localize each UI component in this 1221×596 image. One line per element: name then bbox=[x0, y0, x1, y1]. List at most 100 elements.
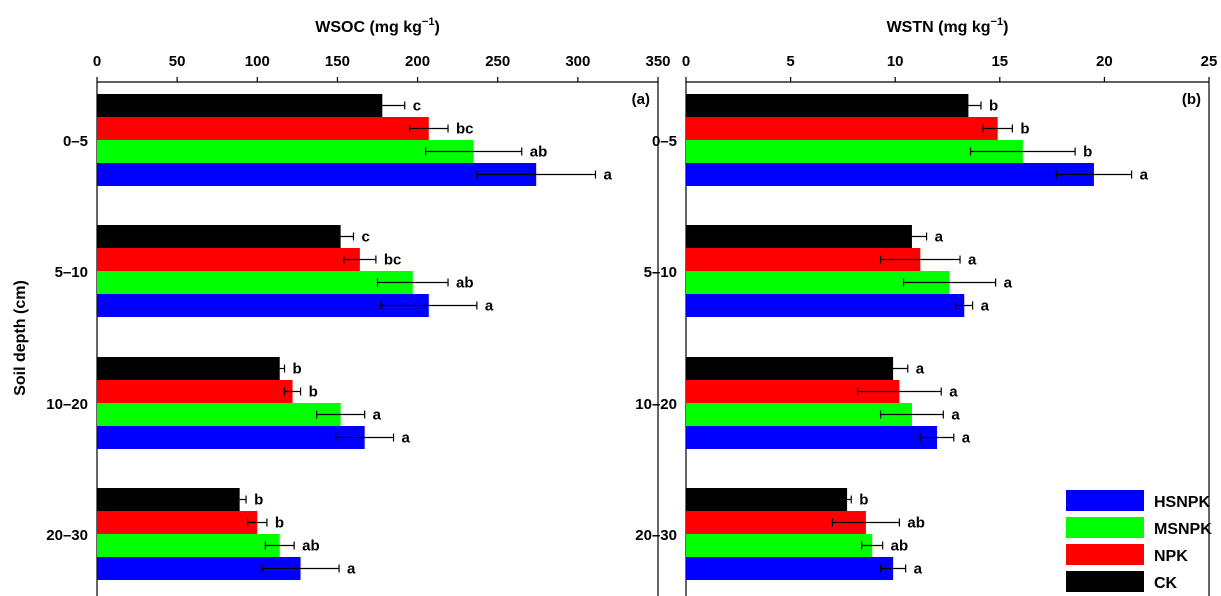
x-axis-title: WSTN (mg kg−1) bbox=[887, 16, 1009, 36]
bar-npk-10-20 bbox=[686, 380, 900, 403]
y-tick-label: 10–20 bbox=[635, 396, 677, 413]
y-tick-label: 0–5 bbox=[63, 133, 88, 150]
significance-label: b bbox=[254, 492, 263, 509]
x-tick-label: 100 bbox=[245, 53, 270, 70]
x-tick-label: 50 bbox=[169, 53, 186, 70]
bar-hsnpk-20-30 bbox=[97, 557, 301, 580]
significance-label: a bbox=[916, 361, 925, 378]
bar-npk-20-30 bbox=[686, 511, 866, 534]
bar-npk-5-10 bbox=[97, 248, 360, 271]
significance-label: a bbox=[373, 407, 382, 424]
x-tick-label: 300 bbox=[565, 53, 590, 70]
y-tick-label: 10–20 bbox=[46, 396, 88, 413]
significance-label: b bbox=[293, 361, 302, 378]
x-tick-label: 0 bbox=[682, 53, 690, 70]
y-tick-label: 20–30 bbox=[46, 527, 88, 544]
bar-ck-10-20 bbox=[686, 357, 894, 380]
bar-hsnpk-5-10 bbox=[97, 294, 429, 317]
bar-msnpk-5-10 bbox=[97, 271, 413, 294]
y-tick-label: 5–10 bbox=[644, 264, 677, 281]
legend-label-msnpk: MSNPK bbox=[1154, 521, 1212, 538]
x-tick-label: 25 bbox=[1201, 53, 1218, 70]
bar-ck-20-30 bbox=[97, 488, 240, 511]
significance-label: ab bbox=[302, 538, 320, 555]
significance-label: a bbox=[1004, 275, 1013, 292]
legend-label-hsnpk: HSNPK bbox=[1154, 494, 1210, 511]
bar-msnpk-0-5 bbox=[686, 140, 1023, 163]
bar-msnpk-0-5 bbox=[97, 140, 474, 163]
y-tick-label: 5–10 bbox=[55, 264, 88, 281]
significance-label: ab bbox=[907, 515, 925, 532]
x-axis-title: WSOC (mg kg−1) bbox=[315, 16, 440, 36]
significance-label: a bbox=[402, 430, 411, 447]
legend-swatch-ck bbox=[1066, 571, 1144, 592]
significance-label: a bbox=[981, 298, 990, 315]
significance-label: ab bbox=[891, 538, 909, 555]
significance-label: a bbox=[914, 561, 923, 578]
legend-swatch-msnpk bbox=[1066, 517, 1144, 538]
significance-label: a bbox=[1140, 167, 1149, 184]
significance-label: a bbox=[485, 298, 494, 315]
panel-label: (b) bbox=[1182, 91, 1201, 108]
significance-label: a bbox=[949, 384, 958, 401]
legend-swatch-hsnpk bbox=[1066, 490, 1144, 511]
bar-ck-0-5 bbox=[686, 94, 969, 117]
bar-npk-0-5 bbox=[97, 117, 429, 140]
bar-msnpk-20-30 bbox=[686, 534, 873, 557]
bar-ck-5-10 bbox=[97, 225, 341, 248]
bar-msnpk-20-30 bbox=[97, 534, 280, 557]
significance-label: b bbox=[1083, 144, 1092, 161]
bar-npk-10-20 bbox=[97, 380, 293, 403]
significance-label: bc bbox=[384, 252, 402, 269]
bar-msnpk-10-20 bbox=[97, 403, 341, 426]
significance-label: b bbox=[1020, 121, 1029, 138]
y-tick-label: 0–5 bbox=[652, 133, 677, 150]
significance-label: a bbox=[951, 407, 960, 424]
significance-label: b bbox=[989, 98, 998, 115]
x-tick-label: 0 bbox=[93, 53, 101, 70]
significance-label: ab bbox=[456, 275, 474, 292]
x-tick-label: 15 bbox=[991, 53, 1008, 70]
x-tick-label: 20 bbox=[1096, 53, 1113, 70]
x-tick-label: 5 bbox=[786, 53, 794, 70]
x-tick-label: 150 bbox=[325, 53, 350, 70]
significance-label: b bbox=[275, 515, 284, 532]
significance-label: a bbox=[347, 561, 356, 578]
x-tick-label: 200 bbox=[405, 53, 430, 70]
bar-ck-5-10 bbox=[686, 225, 912, 248]
x-tick-label: 250 bbox=[485, 53, 510, 70]
significance-label: a bbox=[962, 430, 971, 447]
significance-label: a bbox=[935, 229, 944, 246]
x-tick-label: 10 bbox=[887, 53, 904, 70]
significance-label: a bbox=[603, 167, 612, 184]
bar-ck-20-30 bbox=[686, 488, 848, 511]
bar-ck-10-20 bbox=[97, 357, 280, 380]
bar-msnpk-5-10 bbox=[686, 271, 950, 294]
significance-label: b bbox=[309, 384, 318, 401]
bar-hsnpk-0-5 bbox=[97, 163, 537, 186]
significance-label: ab bbox=[530, 144, 548, 161]
significance-label: c bbox=[361, 229, 369, 246]
y-tick-label: 20–30 bbox=[635, 527, 677, 544]
bar-ck-0-5 bbox=[97, 94, 383, 117]
x-tick-label: 350 bbox=[645, 53, 670, 70]
legend-swatch-npk bbox=[1066, 544, 1144, 565]
panel-label: (a) bbox=[632, 91, 650, 108]
bar-msnpk-10-20 bbox=[686, 403, 912, 426]
bar-npk-20-30 bbox=[97, 511, 258, 534]
significance-label: c bbox=[413, 98, 421, 115]
bar-hsnpk-10-20 bbox=[686, 426, 938, 449]
legend-label-ck: CK bbox=[1154, 575, 1178, 592]
significance-label: bc bbox=[456, 121, 474, 138]
significance-label: a bbox=[968, 252, 977, 269]
bar-hsnpk-20-30 bbox=[686, 557, 894, 580]
bar-npk-5-10 bbox=[686, 248, 921, 271]
significance-label: b bbox=[859, 492, 868, 509]
bar-npk-0-5 bbox=[686, 117, 998, 140]
bar-hsnpk-5-10 bbox=[686, 294, 965, 317]
y-axis-title: Soil depth (cm) bbox=[12, 280, 29, 396]
bar-hsnpk-0-5 bbox=[686, 163, 1094, 186]
legend-label-npk: NPK bbox=[1154, 548, 1188, 565]
bar-hsnpk-10-20 bbox=[97, 426, 365, 449]
